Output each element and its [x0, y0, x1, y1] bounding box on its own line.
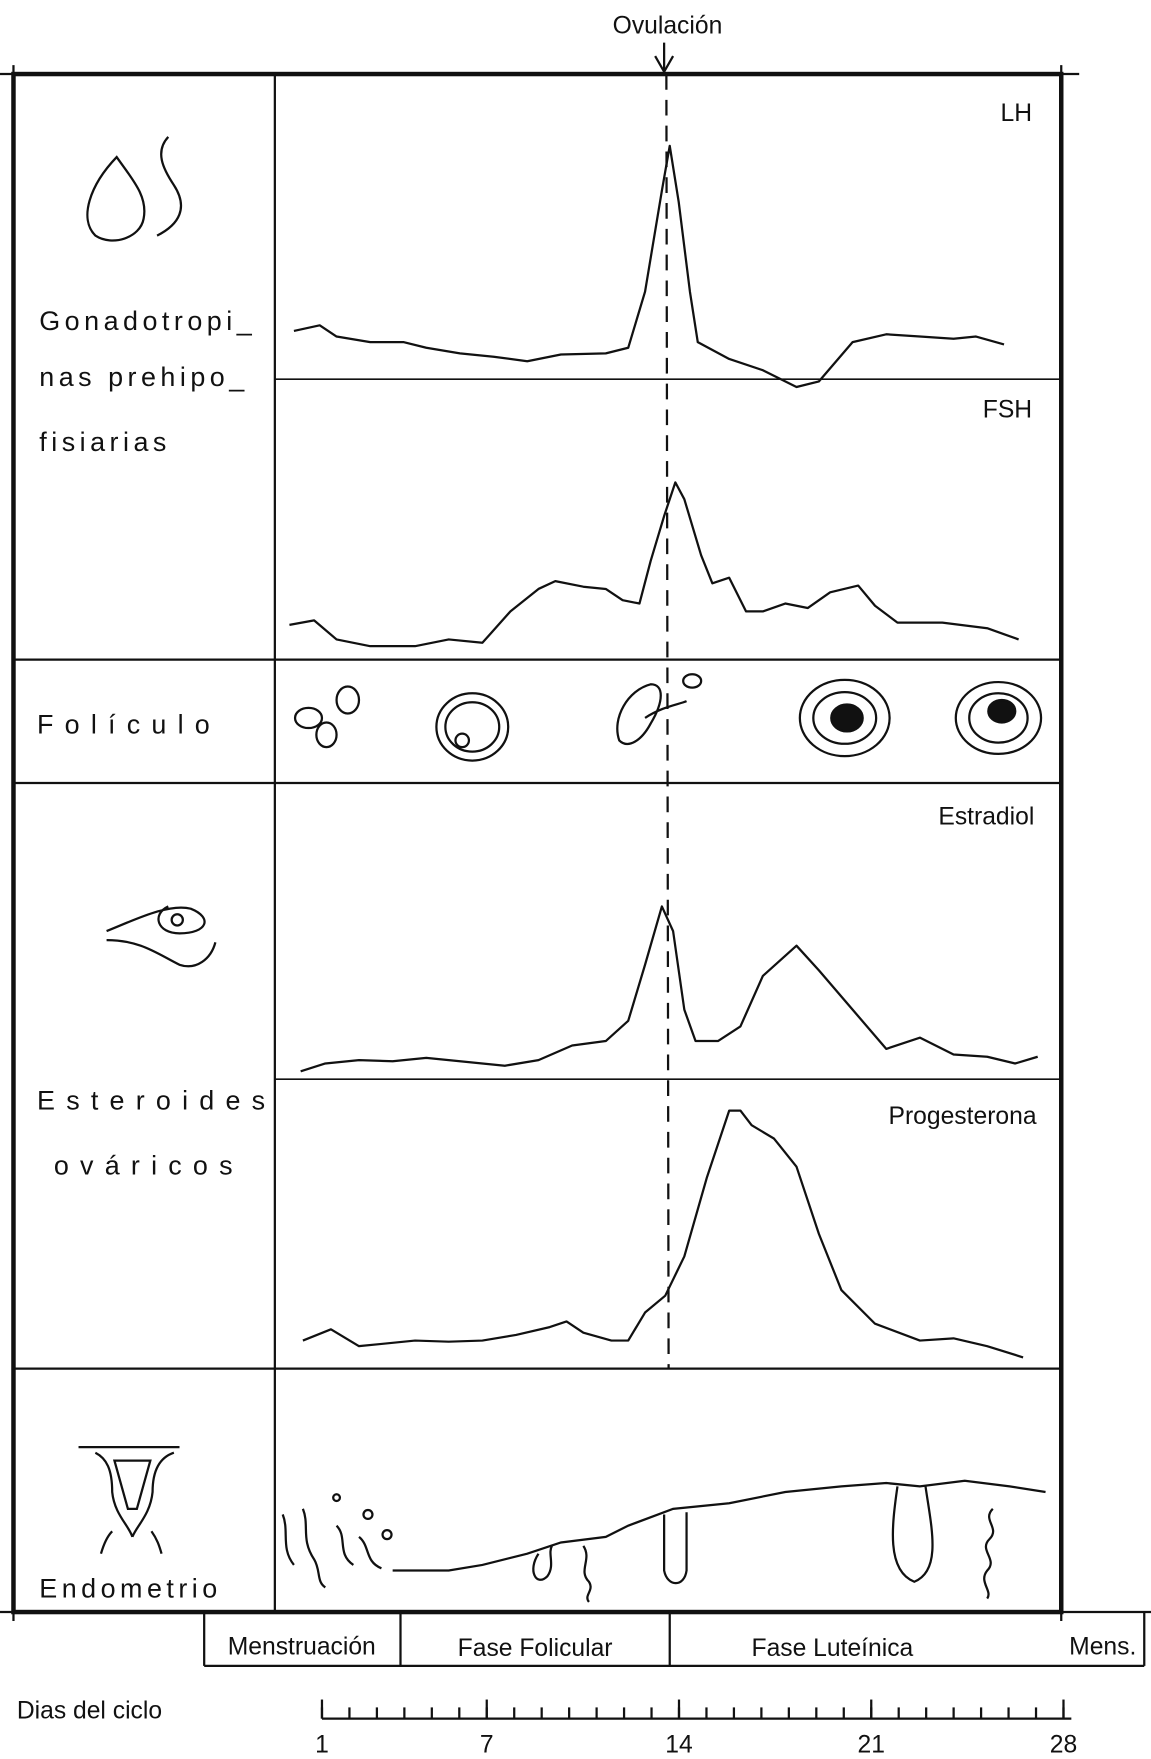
- fsh-curve: [289, 482, 1018, 646]
- phase-label: Fase Luteínica: [752, 1635, 914, 1662]
- axis-title: Dias del ciclo: [17, 1698, 162, 1725]
- phase-label: Menstruación: [228, 1634, 376, 1661]
- section-label: Esteroides: [37, 1085, 276, 1115]
- section-label: ováricos: [54, 1151, 244, 1181]
- day-label: 14: [665, 1731, 692, 1758]
- ovulation-line: [666, 74, 668, 1369]
- curve-label: FSH: [983, 396, 1032, 423]
- estradiol-curve: [301, 906, 1038, 1071]
- page: {"header": {"ovulation": "Ovulación"}, "…: [0, 0, 1151, 1759]
- frame: [13, 74, 1061, 1612]
- day-label: 1: [315, 1731, 329, 1758]
- day-label: 21: [858, 1731, 885, 1758]
- section-label: Folículo: [37, 710, 221, 740]
- ovulation-label: Ovulación: [613, 13, 723, 40]
- section-label: fisiarias: [39, 427, 171, 457]
- section-label: nas prehipo_: [39, 362, 248, 392]
- day-label: 28: [1050, 1731, 1077, 1758]
- progesterone-curve: [303, 1111, 1023, 1358]
- phase-label: Fase Folicular: [458, 1635, 613, 1662]
- ovary-icon: [107, 906, 216, 966]
- ovary-icon: [172, 914, 183, 925]
- lh-curve: [294, 146, 1004, 387]
- day-label: 7: [480, 1731, 494, 1758]
- phase-label: Mens.: [1069, 1634, 1136, 1661]
- uterus-icon: [79, 1447, 180, 1554]
- curve-label: Progesterona: [889, 1103, 1037, 1130]
- curve-label: Estradiol: [938, 804, 1034, 831]
- section-label: Gonadotropi_: [39, 306, 256, 336]
- day-ticks: 1 7 14 21 28: [315, 1700, 1077, 1759]
- diagram: Ovulación Gonadotropi_ nas prehipo_ fisi…: [0, 0, 1151, 1759]
- section-label: Endometrio: [39, 1573, 221, 1603]
- curve-label: LH: [1001, 100, 1033, 127]
- endometrium: [283, 1481, 1046, 1602]
- pituitary-icon: [87, 137, 181, 241]
